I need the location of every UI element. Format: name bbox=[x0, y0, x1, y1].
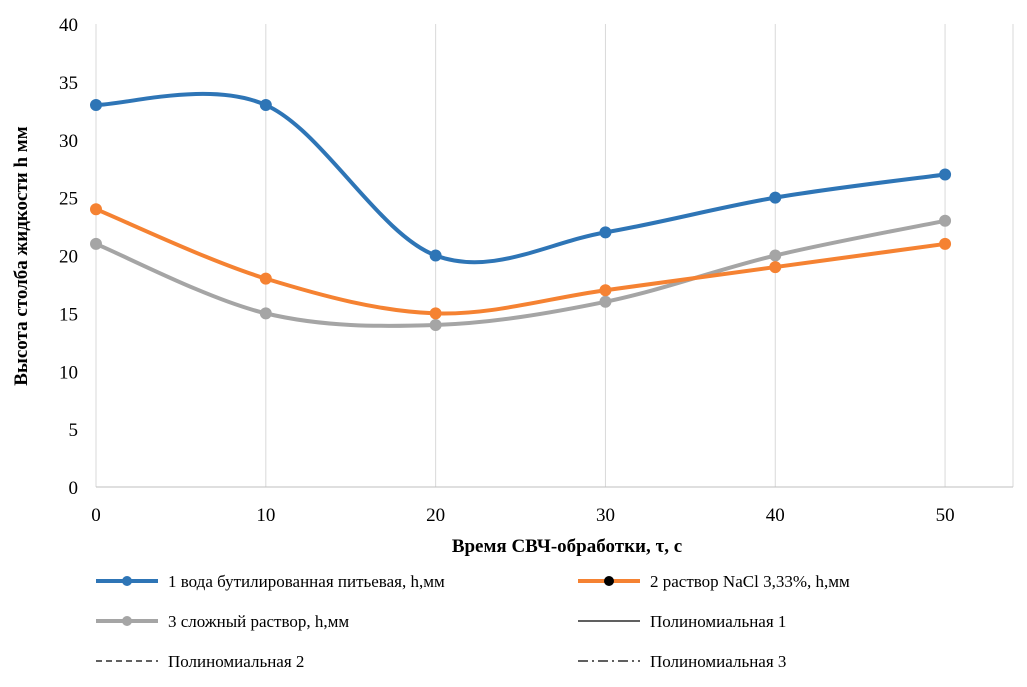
x-tick-label: 50 bbox=[936, 505, 955, 526]
series-3-point-0 bbox=[90, 237, 102, 250]
legend-swatch-marker bbox=[122, 616, 132, 626]
y-tick-label: 10 bbox=[59, 362, 78, 383]
y-axis-title: Высота столба жидкости h мм bbox=[11, 126, 32, 385]
series-1-point-20 bbox=[429, 249, 442, 262]
series-line-2 bbox=[94, 207, 948, 316]
series-2-point-0 bbox=[90, 203, 102, 216]
series-1-point-10 bbox=[259, 99, 272, 112]
series-line-3 bbox=[94, 218, 948, 328]
legend-swatch-marker bbox=[122, 576, 132, 586]
legend-entry-6: Полиномиальная 3 bbox=[578, 652, 786, 671]
tick-labels: 0 10 20 30 40 50 0 5 10 15 20 25 30 35 40 bbox=[59, 15, 955, 526]
legend-label: Полиномиальная 1 bbox=[650, 612, 786, 631]
series-1-point-0 bbox=[90, 99, 102, 112]
series-1-point-30 bbox=[599, 226, 612, 239]
y-tick-label: 40 bbox=[59, 15, 78, 36]
x-tick-label: 40 bbox=[766, 505, 785, 526]
series-3-point-20 bbox=[429, 318, 442, 331]
series-2-point-20 bbox=[429, 307, 442, 320]
x-tick-label: 10 bbox=[256, 505, 275, 526]
x-axis-title: Время СВЧ-обработки, τ, с bbox=[452, 536, 682, 557]
axes bbox=[95, 24, 1013, 488]
legend-entry-4: Полиномиальная 1 bbox=[578, 612, 786, 631]
legend-entry-3: 3 сложный раствор, h,мм bbox=[96, 612, 349, 631]
series-1-point-50 bbox=[939, 168, 952, 181]
series-3-point-10 bbox=[259, 307, 272, 320]
legend-entry-5: Полиномиальная 2 bbox=[96, 652, 304, 671]
y-tick-label: 25 bbox=[59, 189, 78, 210]
y-tick-label: 15 bbox=[59, 304, 78, 325]
grid-lines bbox=[265, 24, 1014, 487]
x-tick-label: 0 bbox=[91, 505, 101, 526]
series-2-point-40 bbox=[769, 261, 782, 274]
y-tick-label: 35 bbox=[59, 73, 78, 94]
data-series bbox=[90, 91, 952, 331]
legend-swatch-marker bbox=[604, 576, 614, 586]
legend-entry-2: 2 раствор NaCl 3,33%, h,мм bbox=[578, 572, 850, 591]
y-tick-label: 0 bbox=[69, 478, 79, 499]
legend-label: Полиномиальная 2 bbox=[168, 652, 304, 671]
series-2-point-10 bbox=[259, 272, 272, 285]
series-1-point-40 bbox=[769, 191, 782, 204]
legend-label: 3 сложный раствор, h,мм bbox=[168, 612, 349, 631]
x-tick-label: 20 bbox=[426, 505, 445, 526]
series-2-point-30 bbox=[599, 284, 612, 297]
legend-entry-1: 1 вода бутилированная питьевая, h,мм bbox=[96, 572, 445, 591]
y-tick-label: 20 bbox=[59, 247, 78, 268]
legend-label: 1 вода бутилированная питьевая, h,мм bbox=[168, 572, 445, 591]
legend-label: 2 раствор NaCl 3,33%, h,мм bbox=[650, 572, 850, 591]
x-tick-label: 30 bbox=[596, 505, 615, 526]
y-tick-label: 30 bbox=[59, 131, 78, 152]
series-3-point-40 bbox=[769, 249, 782, 262]
legend-label: Полиномиальная 3 bbox=[650, 652, 786, 671]
series-2-point-50 bbox=[939, 237, 952, 250]
series-line-1 bbox=[94, 91, 948, 265]
legend: 1 вода бутилированная питьевая, h,мм 2 ра… bbox=[96, 572, 850, 671]
series-3-point-30 bbox=[599, 295, 612, 308]
y-tick-label: 5 bbox=[69, 420, 79, 441]
series-3-point-50 bbox=[939, 214, 952, 227]
